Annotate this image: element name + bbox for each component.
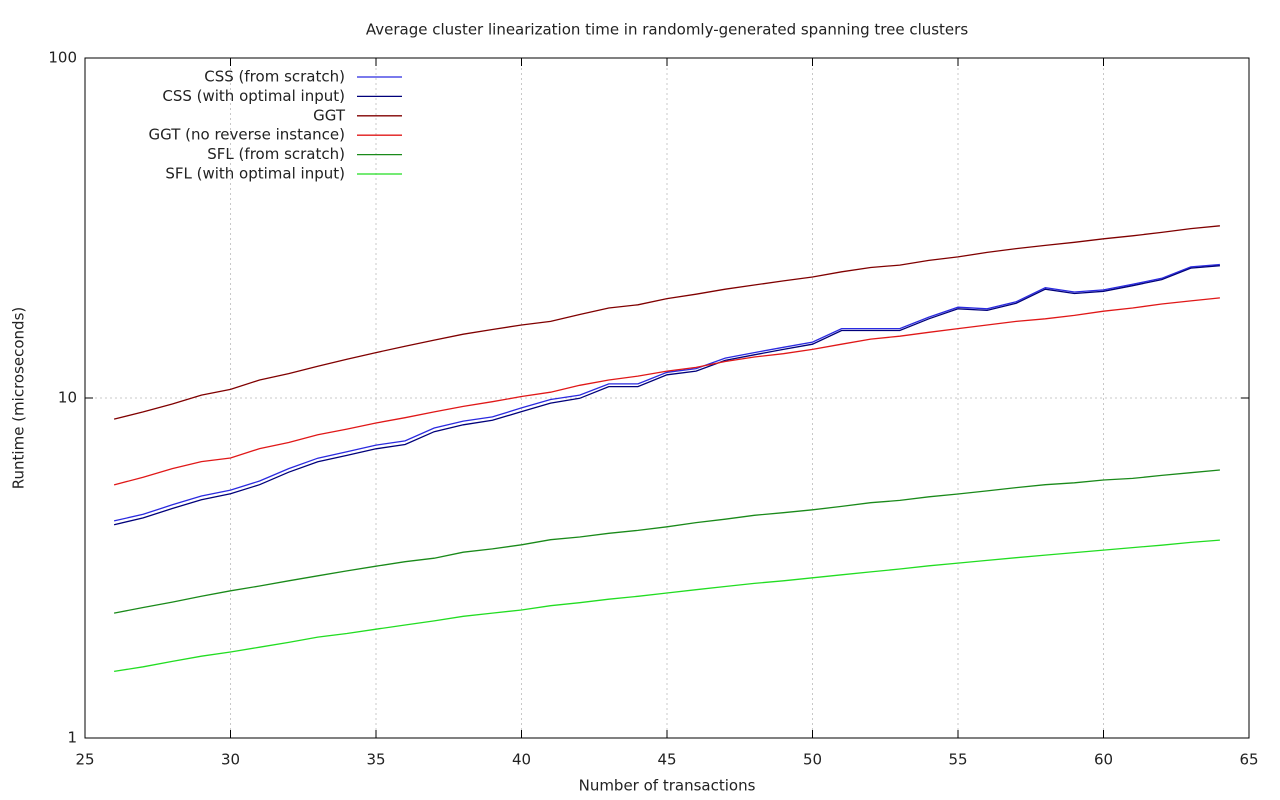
series-line: [113, 225, 1220, 420]
series-line: [113, 265, 1220, 526]
x-tick-label: 65: [1239, 751, 1258, 769]
x-tick-label: 55: [948, 751, 967, 769]
legend-label: SFL (with optimal input): [165, 165, 345, 183]
y-axis-label: Runtime (microseconds): [10, 307, 28, 489]
x-tick-label: 30: [221, 751, 240, 769]
y-tick-label: 100: [48, 49, 77, 67]
grid-layer: [85, 58, 1249, 738]
x-axis-label: Number of transactions: [579, 777, 756, 795]
series-line: [113, 539, 1220, 673]
chart-title: Average cluster linearization time in ra…: [366, 21, 968, 39]
series-line: [113, 297, 1220, 486]
x-tick-label: 35: [366, 751, 385, 769]
y-tick-label: 10: [58, 389, 77, 407]
series-line: [113, 263, 1220, 522]
x-tick-label: 45: [657, 751, 676, 769]
x-tick-label: 50: [803, 751, 822, 769]
legend-label: GGT (no reverse instance): [149, 126, 346, 144]
legend-label: CSS (with optimal input): [162, 87, 345, 105]
x-tick-label: 60: [1094, 751, 1113, 769]
y-tick-label: 1: [67, 729, 77, 747]
series-line: [113, 469, 1220, 614]
x-tick-label: 40: [512, 751, 531, 769]
legend-label: SFL (from scratch): [207, 145, 345, 163]
legend-label: GGT: [313, 106, 346, 124]
x-tick-label: 25: [75, 751, 94, 769]
legend-label: CSS (from scratch): [204, 68, 345, 86]
